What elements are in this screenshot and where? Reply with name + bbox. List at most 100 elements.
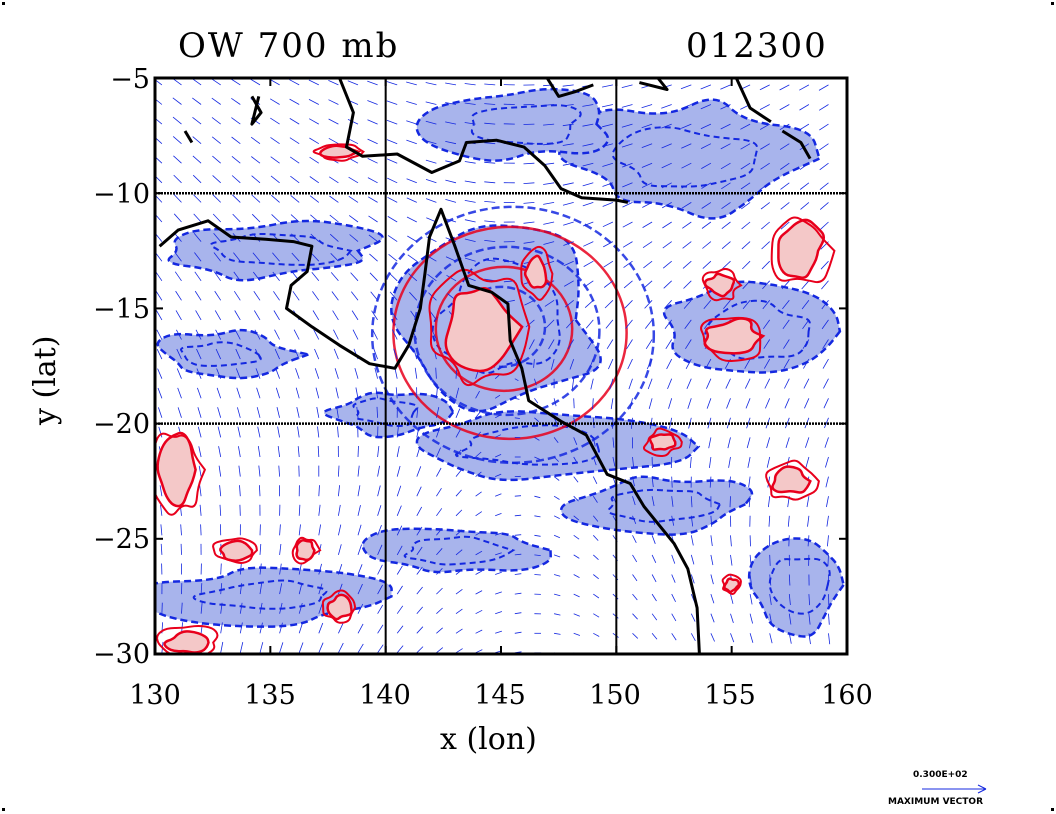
wind-vector [514,495,522,497]
coastline [734,78,772,124]
wind-vector [806,496,810,508]
wind-vector [176,348,182,360]
wind-vector [683,280,692,289]
wind-vector [823,378,829,389]
wind-vector [217,407,222,418]
wind-vector [416,586,423,595]
wind-vector [662,260,672,269]
wind-vector [593,574,599,580]
positive-contour [642,427,683,458]
wind-vector [632,613,638,620]
wind-vector [822,358,829,369]
wind-vector [475,451,482,458]
wind-vector [251,156,261,164]
wind-vector [436,387,438,399]
wind-vector [295,368,300,379]
wind-vector [318,603,323,614]
wind-vector [155,79,163,86]
wind-vector [436,426,441,438]
wind-vector [534,476,541,479]
wind-vector [567,339,575,350]
wind-vector [332,310,339,321]
wind-vector [821,319,829,330]
wind-vector [729,496,731,508]
wind-vector [685,358,692,369]
wind-vector [782,300,790,310]
wind-vector [632,456,634,468]
wind-vector [374,367,378,379]
wind-vector [373,348,378,360]
wind-vector [495,493,502,497]
wind-vector [357,544,362,556]
wind-vector [826,515,829,527]
wind-vector [406,101,417,105]
wind-vector [702,260,712,269]
wind-vector [395,387,398,399]
wind-vector [748,476,751,488]
wind-vector [312,310,320,321]
wind-vector [160,543,163,555]
wind-vector [534,554,541,556]
positive-region [156,431,197,508]
wind-vector [160,504,163,516]
wind-vector [416,546,423,556]
wind-vector-layer [155,78,831,654]
wind-vector [436,447,441,458]
wind-vector [367,196,378,203]
wind-vector [690,496,693,508]
wind-vector [347,80,359,86]
wind-vector [231,175,241,184]
wind-vector [819,202,829,210]
wind-vector [425,159,437,164]
gridline-layer [155,78,847,654]
wind-vector [642,221,653,228]
wind-vector [396,545,403,556]
wind-vector [155,98,163,105]
wind-vector [212,194,221,203]
wind-vector [436,568,443,575]
wind-vector [684,319,692,329]
wind-vector [799,182,810,190]
wind-vector [664,300,672,309]
wind-vector [295,387,300,399]
wind-vector [803,378,810,389]
wind-vector [807,515,810,527]
x-tick-label: 150 [589,680,641,711]
wind-vector [592,398,594,410]
wind-vector [157,387,163,399]
wind-vector [484,103,496,105]
wind-vector [566,319,574,329]
wind-vector [396,585,403,595]
wind-vector [722,260,731,269]
wind-vector [377,505,382,516]
wind-vector [495,611,503,615]
wind-vector [495,571,502,575]
wind-vector [464,257,476,262]
wind-vector [785,417,790,429]
wind-vector [783,358,790,369]
wind-vector [396,605,404,614]
wind-vector [799,123,810,131]
wind-vector [627,358,633,370]
positive-contour [291,536,322,565]
wind-vector [799,162,810,170]
wind-vector [593,535,599,541]
wind-vector [514,612,522,615]
wind-vector [318,583,323,595]
wind-vector [238,465,241,477]
wind-vector [271,194,280,203]
wind-vector [821,300,829,310]
wind-vector [377,446,380,458]
wind-vector [277,446,280,458]
positive-region [163,630,210,654]
negative-region [361,527,552,574]
wind-vector [173,213,182,223]
wind-vector [475,511,483,517]
wind-vector [357,465,360,477]
wind-vector [828,613,830,625]
wind-vector [172,97,182,105]
wind-vector [445,256,457,262]
wind-vector [464,200,476,203]
wind-vector [464,161,476,164]
wind-vector [436,627,443,634]
